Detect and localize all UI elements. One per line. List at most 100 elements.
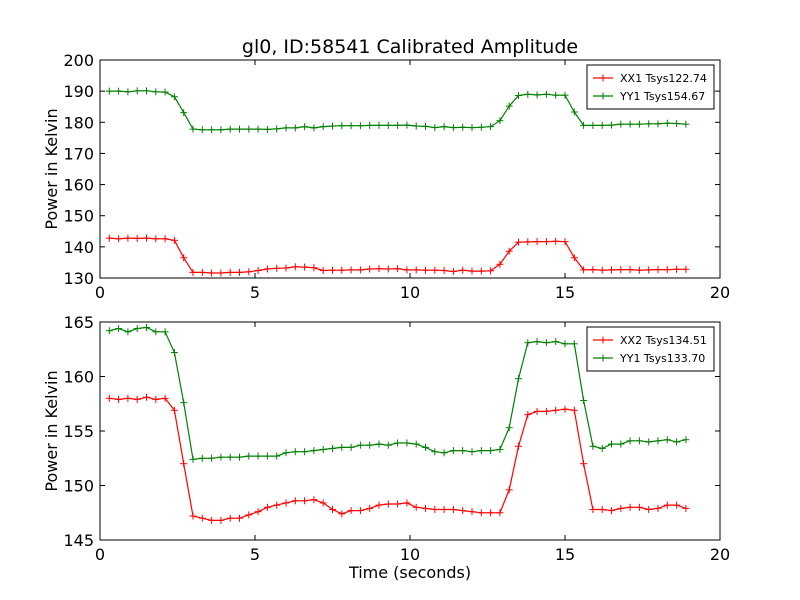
data-point <box>422 443 429 451</box>
x-tick-label: 20 <box>710 283 730 302</box>
data-point <box>487 123 495 131</box>
data-point <box>236 453 243 461</box>
data-point <box>542 238 550 246</box>
top-chart: 0 5 10 15 20 130 140 150 160 170 180 190 200 Power in… <box>42 51 730 302</box>
data-point <box>319 267 327 275</box>
data-point <box>682 436 690 444</box>
data-point <box>505 486 513 494</box>
y-tick-label: 180 <box>63 113 94 132</box>
data-point <box>645 120 653 128</box>
data-point <box>291 263 299 271</box>
data-point <box>440 267 448 275</box>
data-point <box>617 266 625 274</box>
legend-box <box>586 326 715 372</box>
data-point <box>198 454 206 462</box>
data-point <box>226 453 234 461</box>
data-point <box>254 508 262 516</box>
data-point <box>580 460 588 468</box>
legend-item: XX2 Tsys134.51 <box>593 334 707 347</box>
data-point <box>524 339 532 347</box>
y-tick-label: 200 <box>63 51 94 70</box>
data-point <box>477 447 485 455</box>
data-point <box>570 108 578 116</box>
data-point <box>477 123 485 131</box>
data-point <box>161 328 169 336</box>
data-point <box>329 444 336 452</box>
data-point <box>449 505 457 513</box>
data-point <box>263 503 271 511</box>
data-point <box>124 88 132 96</box>
data-point <box>245 511 253 519</box>
data-point <box>161 394 169 402</box>
data-point <box>608 266 615 274</box>
data-point <box>524 90 532 98</box>
data-point <box>645 505 653 513</box>
data-point <box>170 93 178 101</box>
data-point <box>198 514 206 522</box>
x-tick-label: 0 <box>95 545 105 564</box>
data-point <box>505 102 513 110</box>
data-point <box>282 499 290 507</box>
data-point <box>542 407 550 415</box>
x-tick-label: 5 <box>250 283 260 302</box>
data-point <box>459 447 467 455</box>
data-point <box>189 268 197 276</box>
data-point <box>301 263 309 271</box>
legend-label: XX1 Tsys122.74 <box>620 72 707 85</box>
data-point <box>580 266 588 274</box>
data-point <box>663 501 671 509</box>
data-point <box>152 88 160 96</box>
data-point <box>338 266 346 274</box>
legend-item: YY1 Tsys154.67 <box>593 90 705 103</box>
data-point <box>449 124 457 132</box>
data-point <box>654 120 662 128</box>
data-point <box>245 268 253 276</box>
data-point <box>468 267 476 275</box>
data-point <box>542 90 550 98</box>
legend-label: XX2 Tsys134.51 <box>620 334 707 347</box>
data-point <box>273 452 281 460</box>
data-point <box>468 124 476 132</box>
data-point <box>598 121 606 129</box>
data-point <box>356 507 364 515</box>
data-point <box>524 411 532 419</box>
data-point <box>180 254 188 262</box>
data-point <box>431 505 439 513</box>
data-point <box>273 264 281 272</box>
data-point <box>403 266 411 274</box>
data-point <box>515 375 522 383</box>
x-axis-label: Time (seconds) <box>348 563 471 582</box>
data-point <box>635 503 643 511</box>
data-point <box>170 406 178 414</box>
data-point <box>263 125 271 133</box>
data-point <box>394 265 402 273</box>
data-point <box>561 238 569 246</box>
data-point <box>626 437 634 445</box>
data-point <box>440 449 448 457</box>
data-point <box>208 516 216 524</box>
data-point <box>133 234 141 242</box>
data-point <box>496 117 504 125</box>
x-tick-label: 5 <box>250 545 260 564</box>
data-point <box>319 499 327 507</box>
bottom-chart: 0 5 10 15 20 145 150 155 160 165 Power in Kelvin Ti… <box>42 313 730 582</box>
data-point <box>635 266 643 274</box>
y-tick-label: 150 <box>63 477 94 496</box>
data-point <box>384 265 392 273</box>
series-1 <box>105 323 690 463</box>
data-point <box>561 405 569 413</box>
data-point <box>170 349 178 357</box>
data-point <box>412 440 420 448</box>
data-point <box>338 122 346 130</box>
data-point <box>394 439 402 447</box>
data-point <box>384 500 392 508</box>
data-point <box>375 440 383 448</box>
data-point <box>384 441 392 449</box>
data-point <box>105 87 113 95</box>
data-point <box>161 88 169 96</box>
data-point <box>366 121 374 129</box>
data-point <box>635 437 643 445</box>
y-tick-label: 150 <box>63 207 94 226</box>
data-point <box>347 122 355 130</box>
data-point <box>422 122 429 130</box>
